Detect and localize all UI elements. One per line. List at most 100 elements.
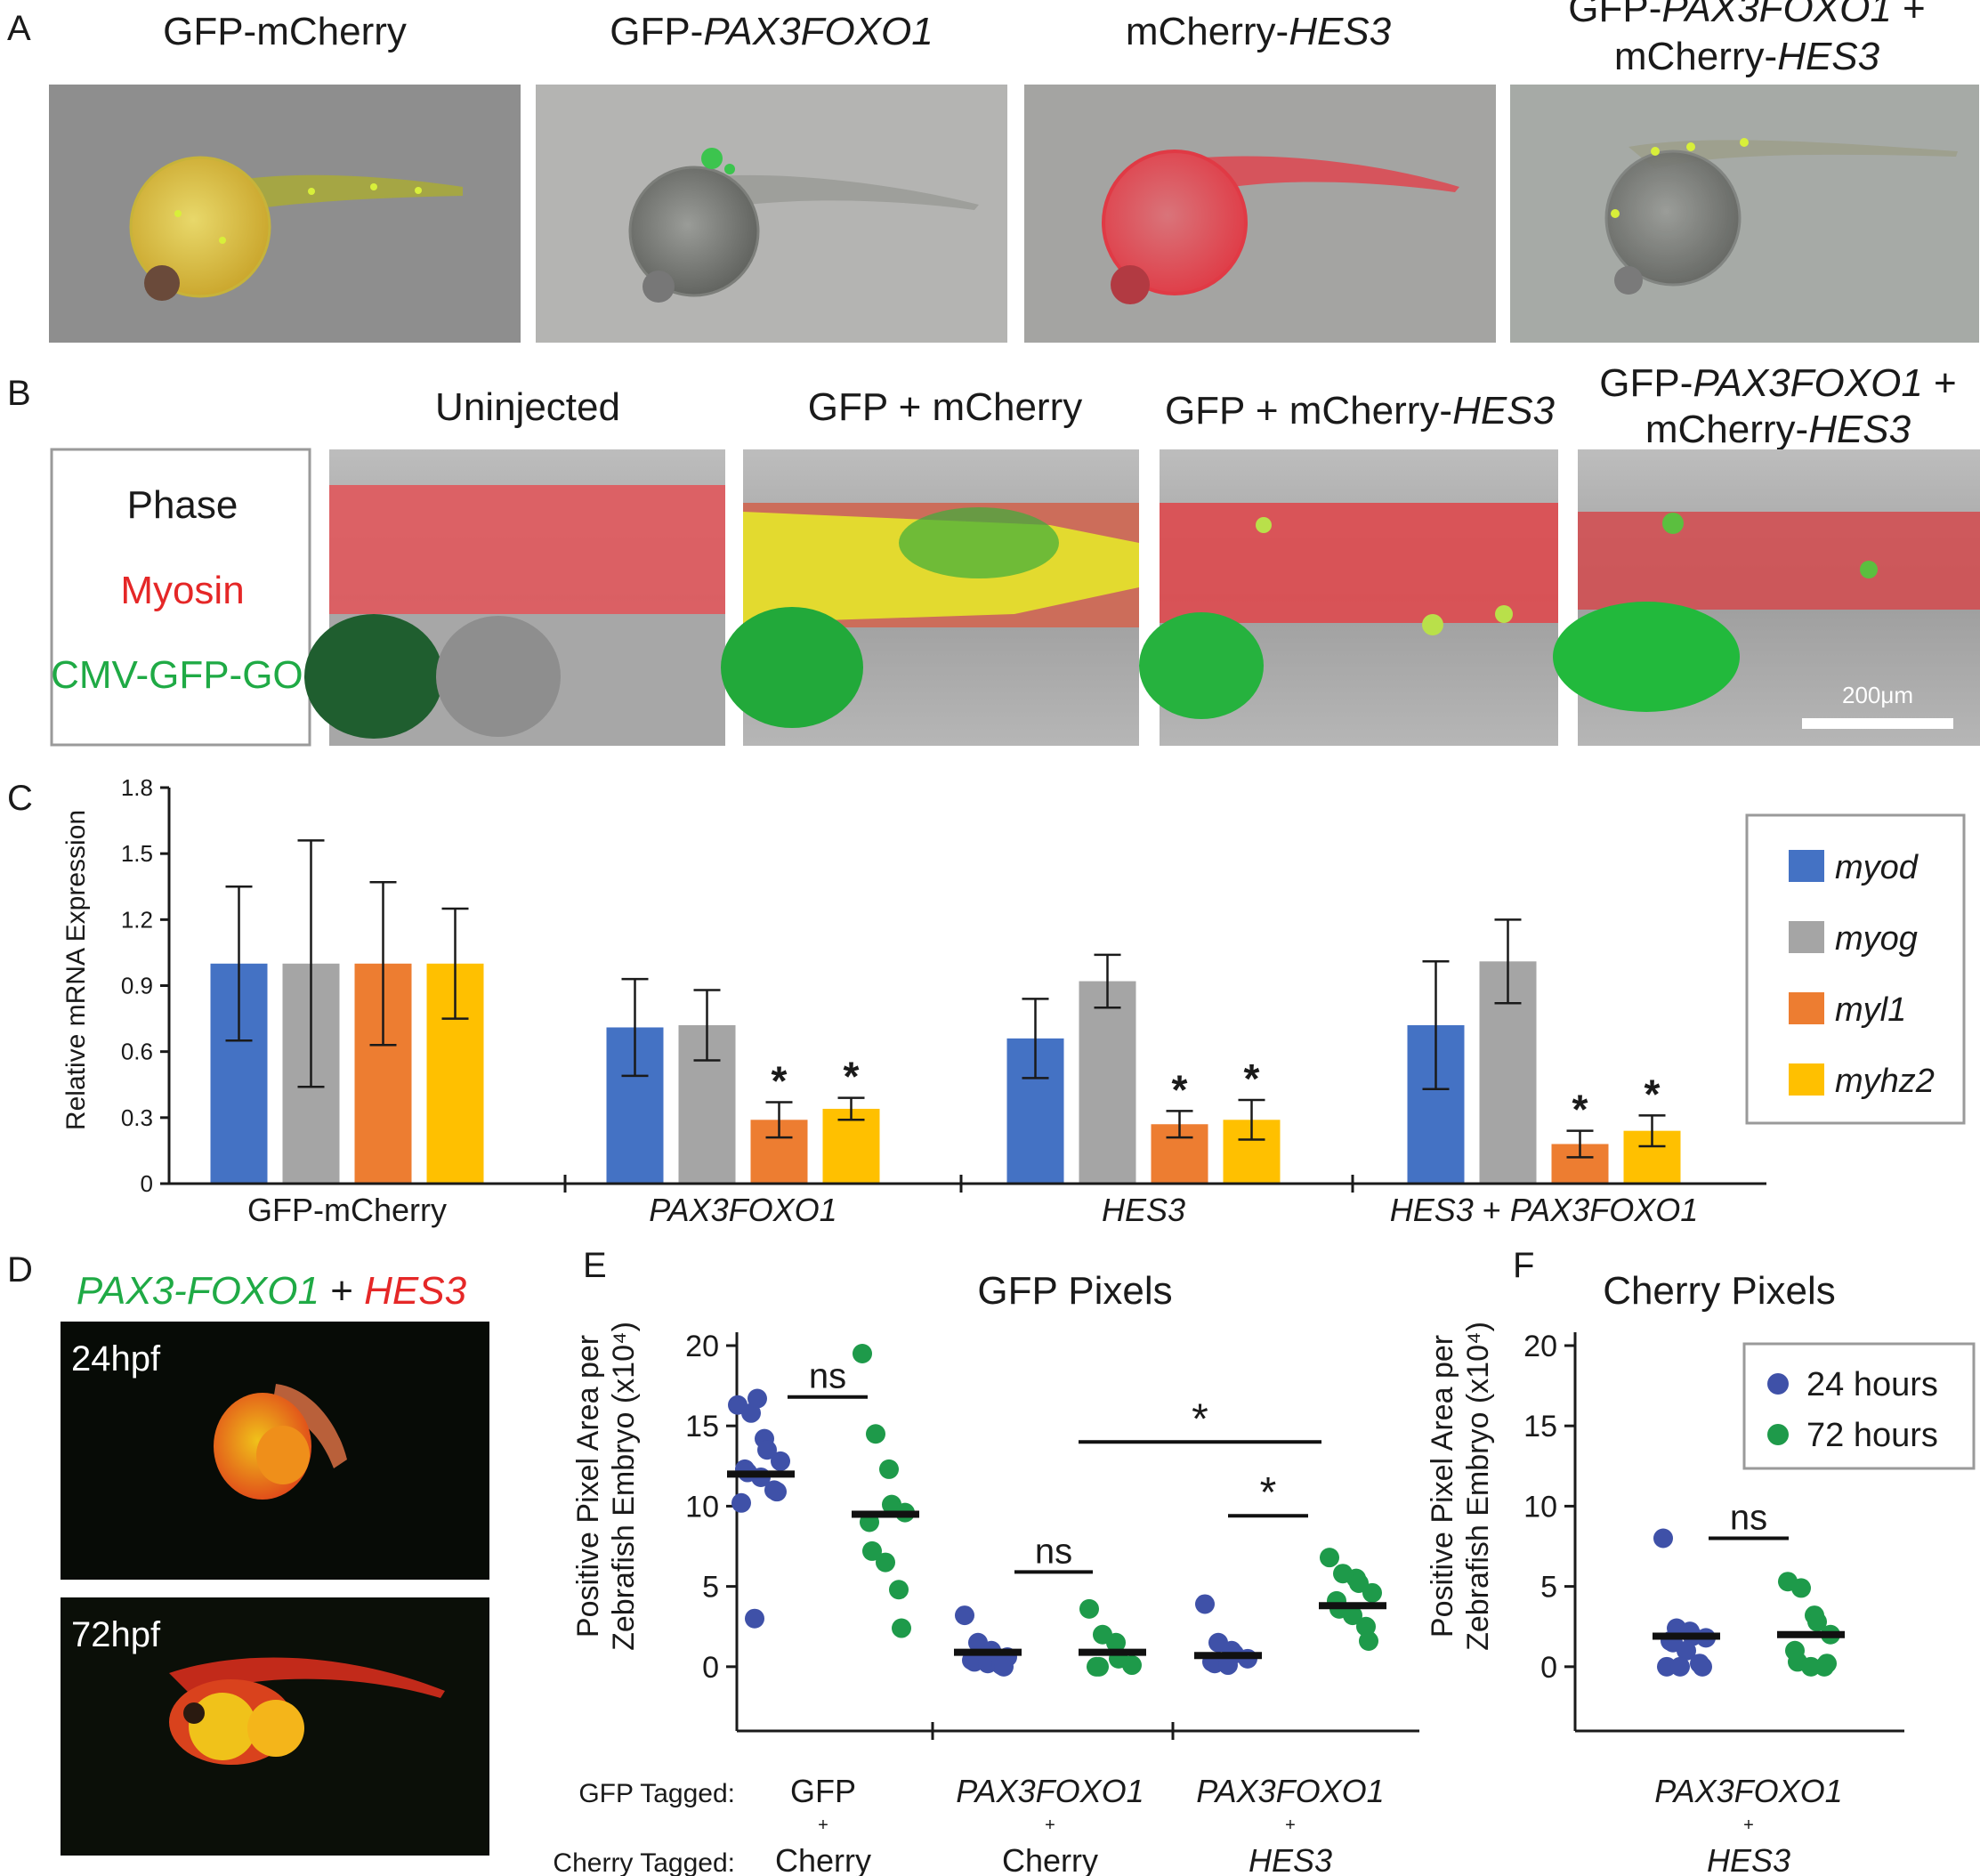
group-label-bottom: HES3: [1249, 1842, 1332, 1876]
panel-a-title-4-line-1: GFP-PAX3FOXO1 +: [1568, 0, 1925, 30]
legend-label-myog: myog: [1835, 920, 1918, 958]
legend-swatch-myhz2: [1789, 1063, 1824, 1096]
scatter-e-title: GFP Pixels: [977, 1269, 1172, 1313]
scatter-point-h24: [731, 1492, 751, 1513]
scatter-point-h72: [853, 1344, 872, 1364]
legend-label-myod: myod: [1835, 849, 1919, 886]
bar-chart: Relative mRNA Expression 0 0.3 0.6 0.9 1.2 1.…: [61, 774, 1766, 1228]
scatter-f-title: Cherry Pixels: [1603, 1269, 1836, 1313]
bar-chart-ylabel: Relative mRNA Expression: [61, 810, 91, 1130]
bar-myhz2: [822, 1108, 880, 1184]
embryo-image-gfp-mcherry: [49, 85, 521, 343]
group-label-plus: +: [818, 1815, 828, 1835]
group-label-top: GFP: [790, 1773, 856, 1809]
bar-category-label: GFP-mCherry: [247, 1192, 447, 1228]
scatter-point-h24: [1670, 1656, 1690, 1677]
scatter-point-h24: [1693, 1656, 1712, 1677]
significance-star: *: [1244, 1055, 1260, 1102]
scatter-point-h24: [1653, 1528, 1673, 1549]
muscle-image-gfp-pax3foxo1-mcherry-hes3: 200μm: [1553, 449, 1980, 746]
panel-b-title-4-line-2: mCherry-HES3: [1645, 408, 1911, 451]
scatter-e: 0 5 10 15 20 GFP + Cherry PAX3FOXO1 + Cherry PAX3FO…: [685, 1330, 1419, 1876]
scatter-point-h24: [1677, 1640, 1696, 1661]
legend-swatch-myod: [1789, 850, 1824, 882]
scatter-point-h72: [1079, 1598, 1099, 1619]
panel-a: A GFP-mCherry GFP-PAX3FOXO1 mCherry-HES3…: [7, 0, 1979, 343]
scatter-point-h72: [1807, 1612, 1827, 1632]
bar-myog: [1079, 981, 1136, 1184]
legend-label-myhz2: myhz2: [1835, 1063, 1935, 1100]
scatter-ytick-label: 10: [1523, 1490, 1557, 1524]
label-24hpf: 24hpf: [71, 1339, 161, 1379]
group-label-bottom: HES3: [1707, 1842, 1790, 1876]
panel-label-c: C: [7, 779, 33, 818]
scatter-point-h24: [1195, 1594, 1215, 1614]
group-label-top: PAX3FOXO1: [1196, 1773, 1384, 1809]
legend-box: [1745, 813, 1966, 1125]
scatter-point-h72: [1343, 1605, 1362, 1626]
panel-d-title: PAX3-FOXO1 + HES3: [77, 1269, 467, 1313]
panel-d: D PAX3-FOXO1 + HES3 24hpf 72hpf: [7, 1250, 489, 1856]
panel-a-title-2: GFP-PAX3FOXO1: [610, 10, 933, 53]
label-72hpf: 72hpf: [71, 1615, 161, 1654]
panel-a-title-3: mCherry-HES3: [1126, 10, 1392, 53]
panel-label-a: A: [7, 9, 31, 48]
panel-label-d: D: [7, 1250, 33, 1290]
bar-chart-bars: * * * * * *: [210, 839, 1681, 1184]
significance-star: *: [1172, 1066, 1188, 1112]
group-label-top: PAX3FOXO1: [956, 1773, 1144, 1809]
significance-star: *: [1192, 1395, 1208, 1443]
scatter-point-h24: [745, 1608, 764, 1629]
row-label-cherry-tagged: Cherry Tagged:: [553, 1848, 735, 1876]
scatter-point-h72: [1089, 1656, 1109, 1677]
channel-key-box: [50, 448, 311, 747]
panel-b: B Phase Myosin CMV-GFP-GOI Uninjected GF…: [7, 361, 1980, 747]
embryo-image-72hpf: 72hpf: [61, 1597, 489, 1856]
significance-star: *: [1645, 1071, 1661, 1117]
scale-bar-label: 200μm: [1842, 682, 1913, 708]
group-label-top: PAX3FOXO1: [1654, 1773, 1842, 1809]
bar-ytick-label: 1.5: [121, 840, 153, 867]
scatter-point-h24: [771, 1451, 790, 1471]
key-myosin: Myosin: [120, 569, 244, 612]
scatter-point-h24: [757, 1440, 777, 1460]
group-label-bottom: Cherry: [775, 1842, 871, 1876]
scatter-f-legend: 24 hours 72 hours: [1742, 1342, 1976, 1470]
embryo-image-gfp-pax3foxo1: [536, 85, 1007, 343]
scatter-point-h72: [1356, 1616, 1376, 1637]
scatter-ytick-label: 15: [1523, 1410, 1557, 1443]
panel-label-e: E: [583, 1246, 607, 1285]
scale-bar: [1802, 718, 1953, 729]
legend-swatch-myl1: [1789, 992, 1824, 1024]
scatter-point-h24: [748, 1388, 767, 1409]
embryo-image-mcherry-hes3: [1024, 85, 1496, 343]
scatter-point-h72: [876, 1552, 895, 1573]
scatter-point-h24: [767, 1482, 787, 1502]
group-label-plus: +: [1045, 1815, 1055, 1835]
bar-category-label: HES3 + PAX3FOXO1: [1390, 1192, 1699, 1228]
bar-ytick-label: 0.9: [121, 973, 153, 999]
significance-star: *: [772, 1058, 788, 1104]
scatter-ytick-label: 20: [1523, 1330, 1557, 1363]
legend-dot-24h: [1767, 1373, 1789, 1395]
scatter-point-h72: [1320, 1548, 1339, 1568]
bar-ytick-label: 0.3: [121, 1104, 153, 1131]
bar-ytick-label: 0: [141, 1170, 153, 1197]
panel-e: E GFP Pixels Positive Pixel Area per Zeb…: [553, 1246, 1419, 1876]
scatter-point-h72: [1359, 1630, 1378, 1651]
legend-label-myl1: myl1: [1835, 991, 1906, 1029]
bar-ytick-label: 0.6: [121, 1039, 153, 1065]
scatter-e-ylabel-2: Zebrafish Embryo (x10⁴): [607, 1322, 641, 1651]
legend-dot-72h: [1767, 1424, 1789, 1445]
scatter-ytick-label: 15: [685, 1410, 719, 1443]
significance-ns: ns: [1035, 1532, 1072, 1571]
panel-b-title-2: GFP + mCherry: [808, 385, 1082, 429]
scatter-legend-box: [1742, 1342, 1976, 1470]
scatter-point-h24: [955, 1605, 974, 1626]
key-phase: Phase: [127, 483, 238, 527]
bar-chart-legend: myod myog myl1 myhz2: [1745, 813, 1966, 1125]
scatter-f-ylabel-1: Positive Pixel Area per: [1426, 1335, 1459, 1637]
group-label-bottom: Cherry: [1002, 1842, 1098, 1876]
muscle-image-uninjected: [304, 449, 725, 746]
